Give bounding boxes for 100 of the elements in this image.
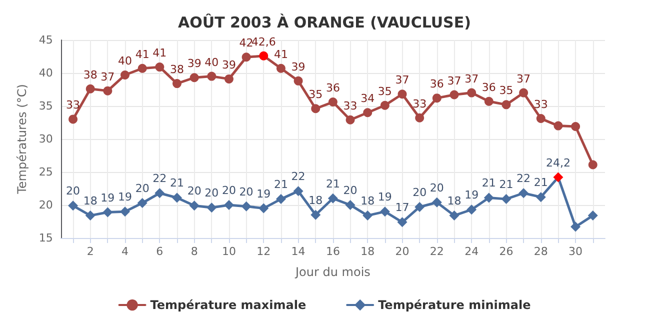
data-label: 36: [482, 80, 496, 94]
y-tick-label: 45: [38, 34, 53, 46]
data-label: 41: [135, 48, 150, 61]
y-tick-label: 40: [38, 66, 53, 80]
point: [570, 222, 581, 232]
point: [449, 210, 460, 221]
data-label: 33: [412, 97, 427, 110]
point: [467, 88, 476, 98]
point: [68, 114, 78, 124]
data-label: 20: [412, 186, 427, 199]
point: [362, 210, 373, 221]
data-label: 18: [83, 194, 98, 208]
x-tick-label: 4: [122, 245, 129, 258]
x-tick-label: 20: [395, 245, 410, 258]
data-label: 18: [360, 194, 375, 208]
point: [484, 192, 494, 203]
point: [536, 114, 546, 124]
x-axis-title: Jour du mois: [294, 265, 370, 279]
point: [398, 90, 407, 99]
data-label: 19: [378, 190, 392, 204]
data-label: 19: [256, 187, 271, 200]
data-label: 20: [343, 184, 358, 197]
point: [450, 90, 459, 100]
data-label: 34: [360, 92, 375, 106]
point: [363, 108, 372, 118]
data-label: 38: [170, 63, 184, 76]
data-label: 36: [326, 82, 340, 95]
point: [588, 210, 598, 221]
point: [484, 96, 494, 106]
point: [432, 94, 442, 103]
point: [102, 207, 113, 218]
point: [588, 160, 598, 170]
data-label: 21: [482, 176, 496, 190]
data-label: 20: [239, 185, 254, 198]
data-label: 33: [534, 98, 548, 112]
x-tick-label: 12: [256, 245, 271, 258]
point: [328, 98, 338, 107]
point: [259, 51, 268, 60]
point: [519, 88, 528, 98]
data-label: 24,2: [546, 156, 570, 170]
point: [258, 203, 269, 214]
point: [155, 62, 164, 72]
data-label: 22: [516, 172, 531, 186]
point: [536, 192, 546, 202]
point: [137, 198, 148, 208]
data-label: 19: [464, 188, 479, 202]
point: [345, 200, 356, 210]
point: [86, 84, 95, 94]
data-label: 19: [118, 190, 132, 204]
point: [294, 76, 303, 86]
data-label: 21: [170, 176, 184, 190]
data-label: 21: [274, 178, 288, 192]
point: [553, 172, 564, 182]
data-label: 20: [204, 186, 219, 200]
y-tick-label: 30: [38, 132, 53, 146]
point: [120, 70, 130, 80]
point: [172, 192, 182, 203]
point: [328, 193, 338, 204]
x-tick-label: 30: [568, 245, 583, 258]
data-label: 37: [100, 70, 115, 84]
x-tick-label: 22: [430, 245, 444, 258]
data-label: 20: [66, 184, 80, 198]
point: [466, 204, 477, 215]
data-label: 20: [187, 184, 202, 198]
point: [311, 104, 320, 114]
data-label: 42: [239, 36, 254, 50]
data-label: 18: [308, 194, 323, 207]
data-label: 33: [66, 98, 80, 112]
x-tick-label: 18: [360, 245, 375, 258]
data-label: 37: [464, 72, 479, 86]
point: [276, 194, 286, 204]
data-label: 22: [152, 172, 167, 186]
data-label: 36: [430, 78, 444, 91]
point: [310, 210, 321, 220]
point: [380, 206, 390, 217]
data-label: 35: [499, 84, 514, 98]
point: [172, 79, 182, 88]
data-label: 20: [135, 182, 150, 196]
point: [103, 86, 112, 96]
point: [346, 115, 355, 124]
point: [189, 200, 200, 211]
point: [414, 202, 425, 212]
point: [224, 200, 234, 210]
legend-label: Température minimale: [378, 298, 531, 312]
x-tick-label: 14: [291, 245, 306, 258]
point: [501, 194, 512, 204]
point: [502, 100, 511, 110]
data-label: 38: [83, 68, 98, 82]
data-label: 42,6: [251, 35, 276, 48]
data-label: 39: [222, 58, 236, 72]
data-label: 37: [516, 72, 531, 86]
point: [241, 201, 252, 212]
x-tick-label: 8: [190, 245, 198, 258]
point: [68, 200, 78, 211]
point: [85, 210, 96, 221]
data-label: 40: [204, 56, 219, 69]
data-label: 35: [378, 84, 392, 98]
data-label: 33: [343, 99, 358, 112]
y-tick-label: 35: [38, 100, 53, 112]
data-label: 40: [118, 54, 132, 68]
